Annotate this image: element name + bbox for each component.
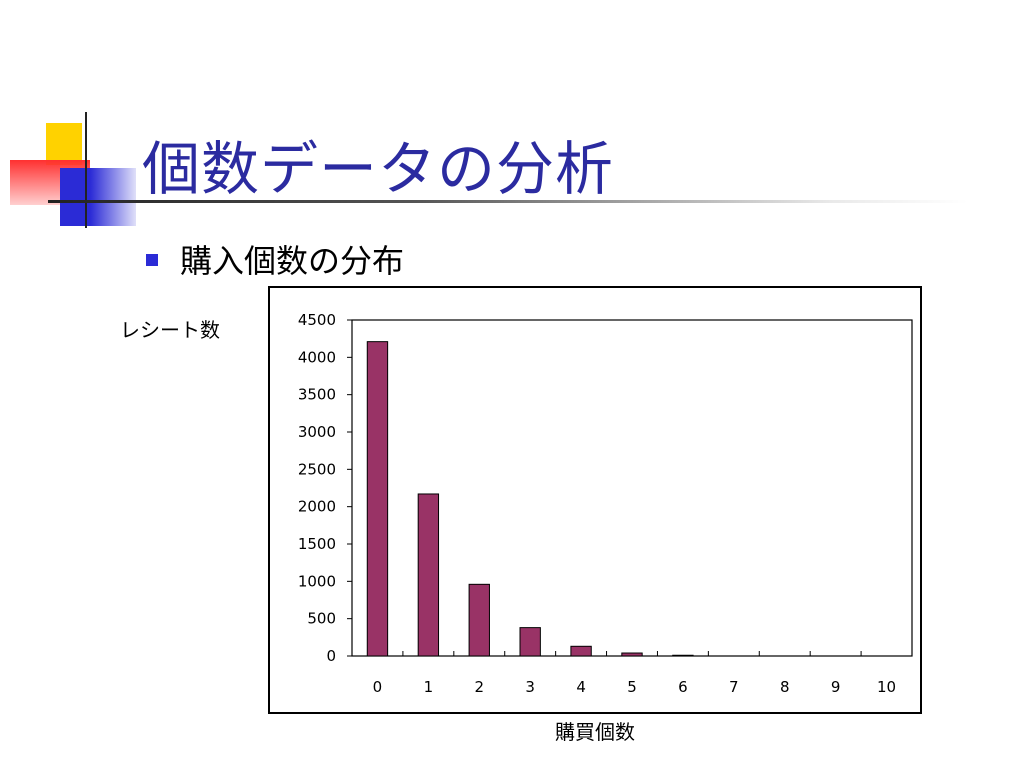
- y-tick-label: 2500: [298, 460, 336, 478]
- bar: [417, 493, 440, 657]
- x-tick-label: 0: [373, 678, 383, 696]
- title-underline: [48, 200, 968, 203]
- x-tick-label: 6: [678, 678, 688, 696]
- y-tick-label: 4000: [298, 348, 336, 366]
- y-tick-label: 2000: [298, 498, 336, 516]
- x-tick-label: 2: [474, 678, 484, 696]
- decor-yellow-square: [46, 123, 82, 165]
- x-tick-label: 9: [831, 678, 841, 696]
- x-tick-label: 3: [525, 678, 535, 696]
- x-tick-label: 10: [877, 678, 896, 696]
- x-axis-label: 購買個数: [555, 720, 635, 744]
- y-axis-label: レシート数: [120, 318, 220, 342]
- y-tick-label: 3000: [298, 423, 336, 441]
- bullet-square-icon: [146, 254, 158, 266]
- bar: [468, 583, 490, 657]
- bar: [570, 645, 592, 657]
- bar: [621, 652, 643, 657]
- x-tick-label: 7: [729, 678, 739, 696]
- x-tick-label: 4: [576, 678, 586, 696]
- bar-chart: 0 500 1000 1500 2000 2500 3000 3500 4000 4500 0 1 2 3…: [298, 311, 913, 696]
- decor-vertical-line: [85, 112, 87, 228]
- chart-frame: 0 500 1000 1500 2000 2500 3000 3500 4000 4500 0 1 2 3…: [268, 286, 922, 714]
- x-tick-label: 8: [780, 678, 790, 696]
- y-tick-label: 0: [326, 647, 336, 665]
- bullet-text: 購入個数の分布: [180, 242, 405, 280]
- y-tick-label: 4500: [298, 311, 336, 329]
- y-tick-label: 500: [307, 610, 336, 628]
- decor-blue-square: [60, 168, 136, 226]
- bar: [519, 627, 541, 657]
- x-tick-label: 1: [424, 678, 434, 696]
- y-tick-label: 1500: [298, 535, 336, 553]
- bar: [672, 654, 694, 657]
- y-tick-label: 1000: [298, 572, 336, 590]
- y-tick-label: 3500: [298, 386, 336, 404]
- bullet-item: 購入個数の分布: [146, 236, 404, 282]
- bar: [366, 341, 389, 657]
- x-tick-label: 5: [627, 678, 637, 696]
- slide-title: 個数データの分析: [142, 135, 615, 203]
